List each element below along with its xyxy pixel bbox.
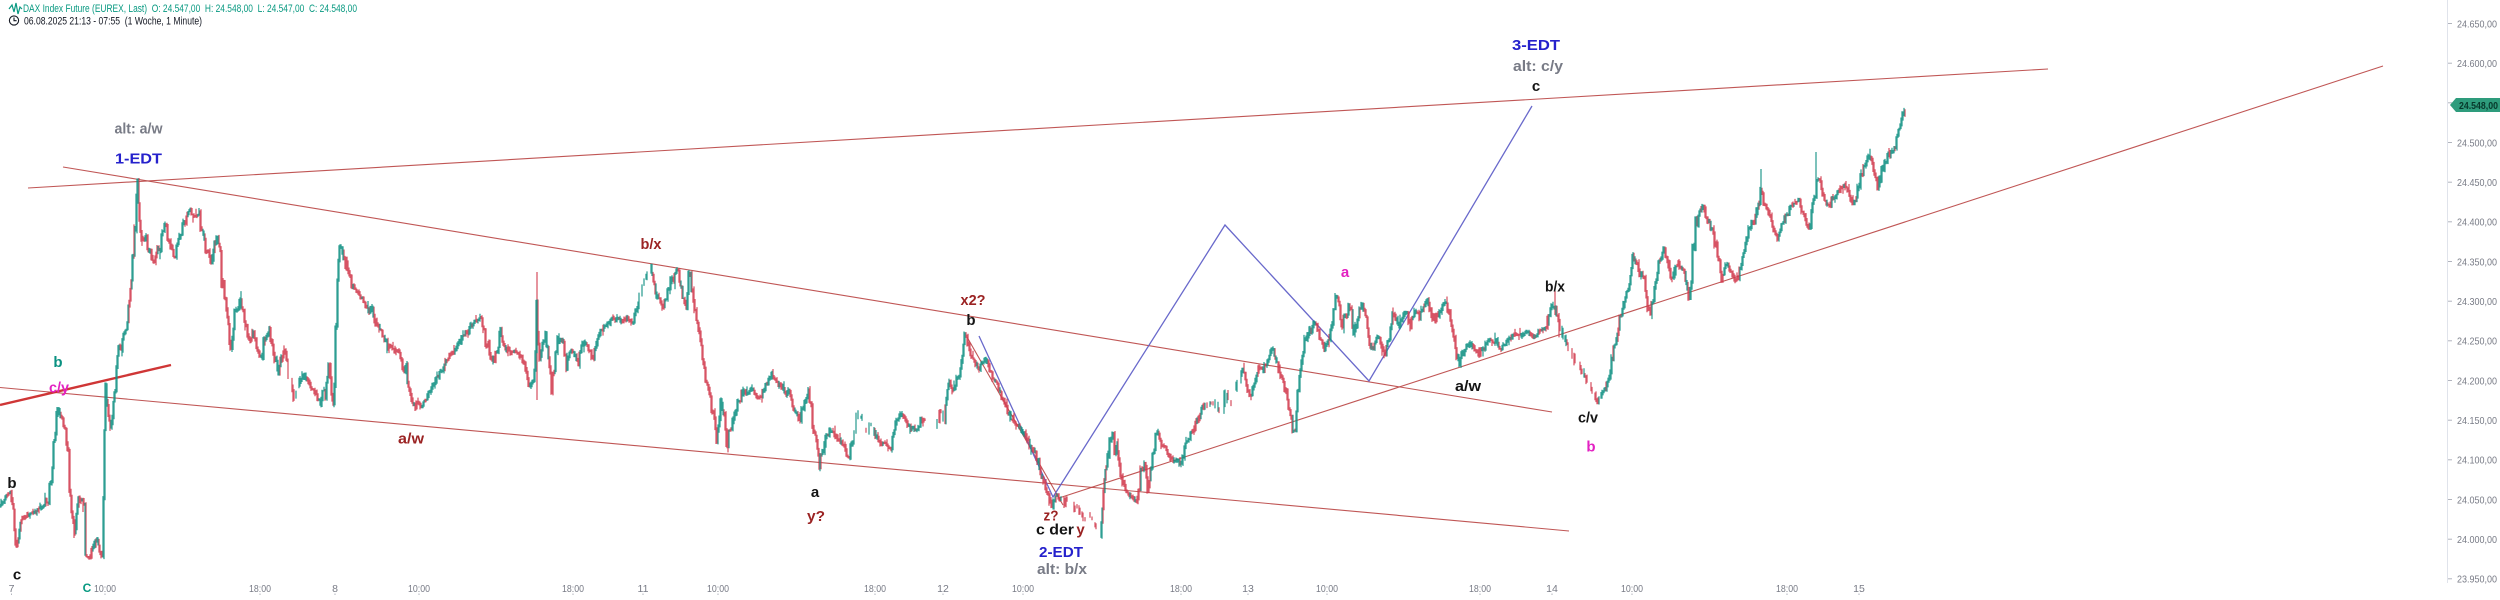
- svg-text:24.650,00: 24.650,00: [2457, 18, 2497, 30]
- svg-text:1-EDT: 1-EDT: [115, 151, 162, 168]
- svg-text:C: C: [83, 581, 92, 595]
- svg-text:c/v: c/v: [1578, 410, 1599, 427]
- svg-text:24.548,00: 24.548,00: [2459, 100, 2498, 112]
- svg-text:18:00: 18:00: [864, 583, 886, 595]
- svg-text:11: 11: [638, 583, 649, 595]
- svg-text:alt: c/y: alt: c/y: [1513, 58, 1564, 75]
- svg-text:24.000,00: 24.000,00: [2457, 534, 2497, 546]
- svg-text:10:00: 10:00: [94, 583, 116, 595]
- svg-text:12: 12: [937, 583, 949, 595]
- svg-text:24.200,00: 24.200,00: [2457, 375, 2497, 387]
- svg-text:y?: y?: [807, 508, 825, 525]
- svg-text:24.050,00: 24.050,00: [2457, 494, 2497, 506]
- svg-text:z?: z?: [1044, 508, 1059, 525]
- svg-text:13: 13: [1242, 583, 1254, 595]
- svg-text:b: b: [7, 475, 16, 492]
- svg-text:DAX Index Future (EUREX, Last): DAX Index Future (EUREX, Last) O: 24.547…: [23, 3, 357, 15]
- svg-text:x2?: x2?: [961, 292, 986, 309]
- svg-text:10:00: 10:00: [1012, 583, 1034, 595]
- svg-text:24.500,00: 24.500,00: [2457, 137, 2497, 149]
- svg-text:b: b: [53, 354, 62, 371]
- svg-text:24.100,00: 24.100,00: [2457, 455, 2497, 467]
- svg-text:b/x: b/x: [641, 236, 663, 253]
- svg-text:24.400,00: 24.400,00: [2457, 217, 2497, 229]
- svg-text:7: 7: [9, 583, 15, 595]
- svg-text:c der: c der: [1036, 522, 1074, 539]
- svg-text:a: a: [1341, 264, 1350, 281]
- svg-text:18:00: 18:00: [1776, 583, 1798, 595]
- svg-text:18:00: 18:00: [1469, 583, 1491, 595]
- svg-text:c/y: c/y: [49, 380, 70, 397]
- svg-text:2-EDT: 2-EDT: [1039, 544, 1083, 561]
- svg-text:24.300,00: 24.300,00: [2457, 296, 2497, 308]
- svg-text:18:00: 18:00: [562, 583, 584, 595]
- svg-text:24.600,00: 24.600,00: [2457, 58, 2497, 70]
- svg-text:b: b: [1586, 439, 1595, 456]
- svg-text:alt: b/x: alt: b/x: [1037, 561, 1088, 578]
- svg-text:24.150,00: 24.150,00: [2457, 415, 2497, 427]
- svg-text:c: c: [1532, 78, 1540, 95]
- svg-text:10:00: 10:00: [1621, 583, 1643, 595]
- svg-text:10:00: 10:00: [1316, 583, 1338, 595]
- svg-text:18:00: 18:00: [249, 583, 271, 595]
- svg-text:23.950,00: 23.950,00: [2457, 574, 2497, 586]
- svg-text:a/w: a/w: [398, 431, 424, 448]
- svg-text:8: 8: [332, 583, 338, 595]
- svg-text:14: 14: [1546, 583, 1558, 595]
- svg-text:3-EDT: 3-EDT: [1512, 37, 1560, 54]
- svg-text:15: 15: [1853, 583, 1865, 595]
- svg-text:b/x: b/x: [1545, 279, 1566, 296]
- svg-text:a/w: a/w: [1455, 378, 1481, 395]
- svg-text:18:00: 18:00: [1170, 583, 1192, 595]
- svg-text:24.450,00: 24.450,00: [2457, 177, 2497, 189]
- svg-text:a: a: [811, 484, 820, 501]
- svg-text:alt: a/w: alt: a/w: [115, 121, 163, 138]
- svg-text:c: c: [13, 567, 21, 584]
- svg-text:y: y: [1076, 522, 1085, 539]
- svg-text:10:00: 10:00: [707, 583, 729, 595]
- svg-text:10:00: 10:00: [408, 583, 430, 595]
- svg-text:24.250,00: 24.250,00: [2457, 336, 2497, 348]
- svg-text:06.08.2025 21:13 - 07:55 (1 W: 06.08.2025 21:13 - 07:55 (1 Woche, 1 Min…: [24, 16, 202, 28]
- svg-text:b: b: [966, 312, 975, 329]
- svg-text:24.350,00: 24.350,00: [2457, 256, 2497, 268]
